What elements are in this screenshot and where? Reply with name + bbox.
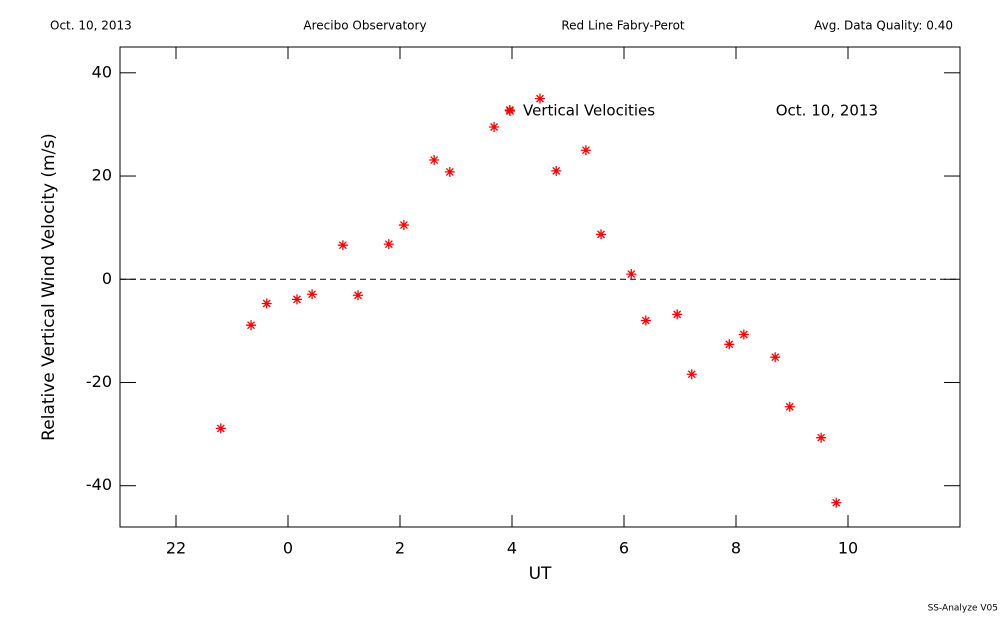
data-point [672,309,683,320]
data-point [738,329,749,340]
data-point [398,220,409,231]
header-instrument: Red Line Fabry-Perot [561,19,685,33]
data-point [291,294,302,305]
data-point [215,423,226,434]
data-point [831,497,842,508]
header-site: Arecibo Observatory [303,19,426,33]
data-point [686,369,697,380]
x-tick-label: 22 [166,539,186,558]
data-point [596,229,607,240]
data-point [551,165,562,176]
y-tick-label: 0 [102,269,112,288]
data-point [353,290,363,301]
y-tick-label: 20 [92,166,112,185]
y-tick-label: -20 [86,372,112,391]
data-point [261,298,272,309]
x-tick-label: 4 [507,539,517,558]
x-tick-label: 2 [395,539,405,558]
x-axis-title: UT [529,564,552,584]
data-point [246,320,257,331]
data-point [444,166,455,177]
legend-label: Vertical Velocities [523,102,655,120]
data-point [724,339,735,350]
data-point [770,352,781,363]
header-date: Oct. 10, 2013 [50,19,132,33]
x-tick-label: 0 [283,539,293,558]
data-point [383,239,394,250]
y-tick-label: -40 [86,475,112,494]
y-axis-title: Relative Vertical Wind Velocity (m/s) [39,133,59,441]
data-point [580,145,591,156]
data-point [429,155,440,166]
data-point [640,315,651,326]
data-point [626,269,637,280]
header-quality: Avg. Data Quality: 0.40 [814,19,953,33]
x-tick-label: 10 [838,539,858,558]
legend-symbol [505,106,515,116]
x-tick-label: 8 [731,539,741,558]
footer: SS-Analyze V05 [928,604,998,614]
data-point [784,401,795,412]
data-point [535,93,545,104]
plot-frame [119,46,961,528]
data-point [816,432,827,443]
data-point [337,240,348,251]
data-point [489,122,500,132]
annotation: Oct. 10, 2013 [776,102,878,120]
data-point [307,289,318,300]
x-tick-label: 6 [619,539,629,558]
y-tick-label: 40 [92,62,112,81]
